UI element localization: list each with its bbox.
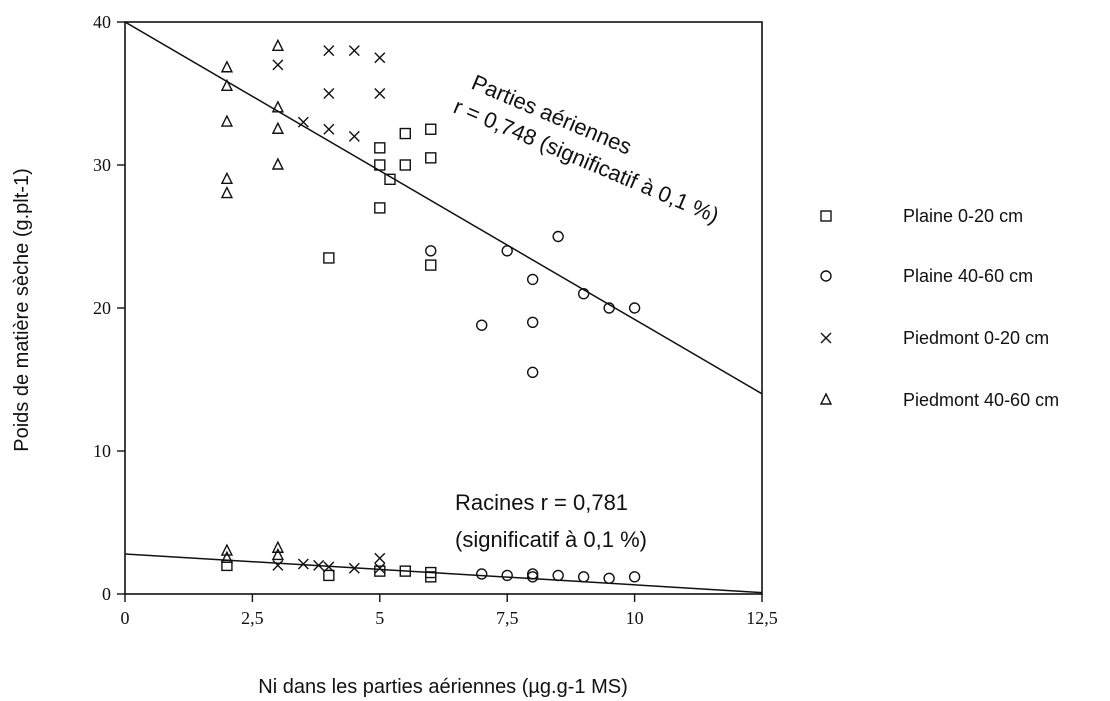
y-tick-label: 0 [102,584,111,604]
data-point-triangle [220,114,234,127]
data-point-square [374,565,386,577]
data-point-square [323,569,335,582]
data-point-square [399,159,411,171]
data-point-x [297,116,309,128]
data-point-square [399,127,411,140]
y-tick-label: 30 [93,155,111,175]
data-point-circle [526,273,539,286]
data-point-triangle [220,78,234,92]
data-point-triangle [271,547,285,561]
regression-line [124,553,763,594]
data-point-circle [526,571,539,583]
data-point-circle [628,571,641,583]
data-point-circle [526,366,539,379]
data-point-circle [577,288,590,300]
x-tick-label: 10 [626,608,644,628]
regression-line [124,21,763,395]
data-point-triangle [819,392,833,405]
data-point-x [374,88,386,99]
aerial-annotation-stats: r = 0,748 (significatif à 0,1 %) [450,94,723,229]
x-tick-label: 7,5 [496,608,519,628]
data-point-x [374,552,386,564]
data-point-x [348,562,360,574]
axes: 0 2,5 5 7,5 10 12,5 0 10 20 30 40 [93,12,778,628]
data-point-x [374,52,386,64]
data-point-x [820,332,832,344]
aerial-annotation-r: r = 0,748 (significatif à 0,1 %) [450,94,723,229]
legend-label: Plaine 0-20 cm [903,206,1023,226]
data-point-triangle [271,121,285,134]
legend-label: Piedmont 0-20 cm [903,328,1049,348]
data-point-x [323,123,335,135]
data-point-triangle [220,60,234,73]
data-point-circle [552,230,564,243]
plot-frame [124,21,763,595]
x-axis-title: Ni dans les parties aériennes (µg.g-1 MS… [258,676,627,698]
data-point-x [272,559,284,571]
data-point-circle [577,571,590,583]
data-point-x [272,59,284,71]
data-point-circle [476,568,488,580]
data-point-triangle [271,540,285,553]
data-point-circle [526,316,539,328]
data-point-square [425,571,437,583]
data-point-circle [501,245,513,257]
data-point-square [425,259,437,271]
legend-label: Piedmont 40-60 cm [903,390,1059,410]
data-points [220,38,641,584]
y-tick-label: 20 [93,298,111,318]
regression-lines [124,21,763,594]
roots-annotation-stats: (significatif à 0,1 %) [455,527,647,552]
legend-label: Plaine 40-60 cm [903,266,1033,286]
data-point-triangle [271,38,285,52]
data-point-triangle [271,100,285,113]
data-point-x [348,130,360,142]
y-axis-title: Poids de matière sèche (g.plt-1) [11,168,33,451]
data-point-circle [603,302,615,314]
data-point-triangle [271,157,285,170]
data-point-square [384,173,396,186]
data-point-x [374,562,386,574]
data-point-square [374,142,386,154]
data-point-circle [603,572,615,584]
data-point-triangle [220,186,234,199]
data-point-x [348,45,360,57]
data-point-x [323,88,335,99]
data-point-square [425,152,437,164]
data-point-square [374,159,386,171]
data-point-circle [476,319,488,331]
y-tick-label: 10 [93,441,111,461]
data-point-circle [552,569,564,582]
data-point-square [221,559,233,572]
data-point-x [313,559,325,571]
data-point-square [399,565,411,577]
x-tick-label: 2,5 [241,608,264,628]
data-point-circle [501,569,513,582]
y-tick-label: 40 [93,12,111,32]
data-point-circle [628,302,641,314]
x-tick-label: 12,5 [746,608,778,628]
x-tick-label: 5 [375,608,384,628]
data-point-x [323,45,335,57]
data-point-circle [526,568,539,580]
data-point-x [297,558,309,570]
data-point-circle [425,245,437,257]
roots-annotation-title: Racines r = 0,781 [455,490,628,515]
data-point-square [820,210,832,222]
data-point-triangle [220,543,234,556]
data-point-square [425,123,437,135]
data-point-triangle [220,171,234,184]
data-point-square [323,252,335,264]
data-point-triangle [220,550,234,563]
legend: Plaine 0-20 cm Plaine 40-60 cm Piedmont 0-… [819,206,1059,410]
data-point-circle [820,270,832,282]
data-point-square [374,202,386,214]
data-point-x [323,561,335,573]
x-tick-label: 0 [121,608,130,628]
